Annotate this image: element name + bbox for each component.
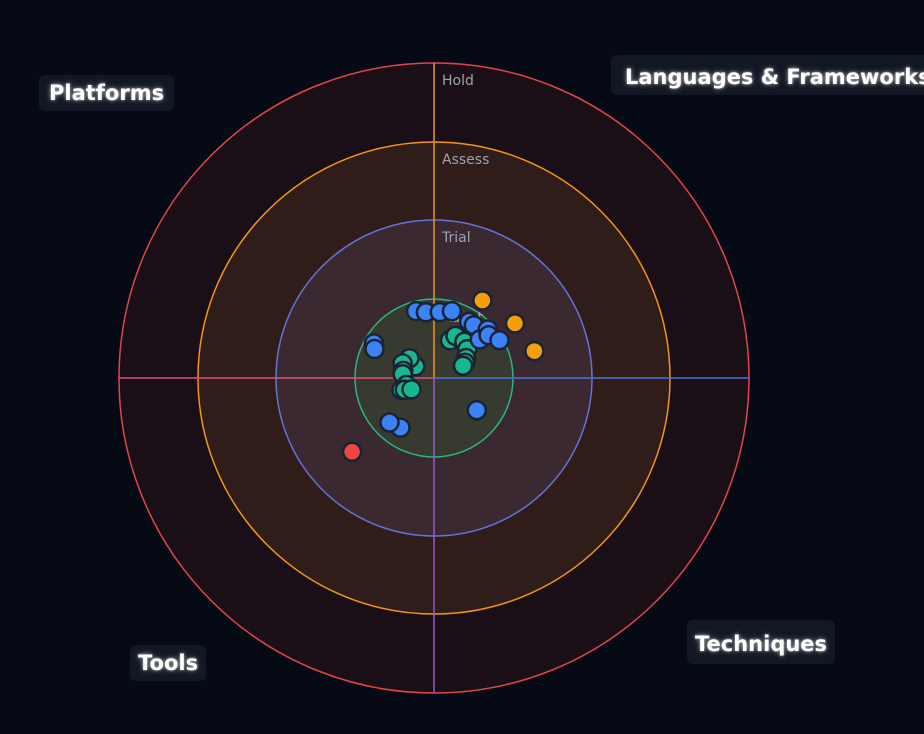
blip-assess-33[interactable] — [524, 340, 545, 362]
ring-label-trial: Trial — [441, 230, 471, 246]
blips-group — [341, 290, 545, 463]
blip-trial-30[interactable] — [466, 399, 488, 421]
blip-adopt-7[interactable] — [452, 355, 474, 376]
blip-trial-25[interactable] — [489, 329, 510, 351]
blip-assess-31[interactable] — [472, 290, 493, 311]
blip-assess-32[interactable] — [504, 313, 526, 334]
quadrant-label-platforms: Platforms — [39, 75, 175, 111]
quadrant-label-tools: Tools — [130, 645, 207, 681]
blip-trial-19[interactable] — [441, 300, 463, 322]
blip-hold-34[interactable] — [341, 441, 363, 463]
ring-label-assess: Assess — [442, 152, 489, 168]
quadrant-label-techniques: Techniques — [687, 620, 836, 664]
axes-group — [119, 63, 750, 693]
blip-trial-27[interactable] — [364, 338, 385, 360]
ring-label-hold: Hold — [442, 73, 474, 89]
quadrant-label-languages-frameworks: Languages & Frameworks — [611, 55, 924, 95]
blip-trial-29[interactable] — [379, 412, 400, 433]
blip-adopt-15[interactable] — [401, 379, 422, 400]
